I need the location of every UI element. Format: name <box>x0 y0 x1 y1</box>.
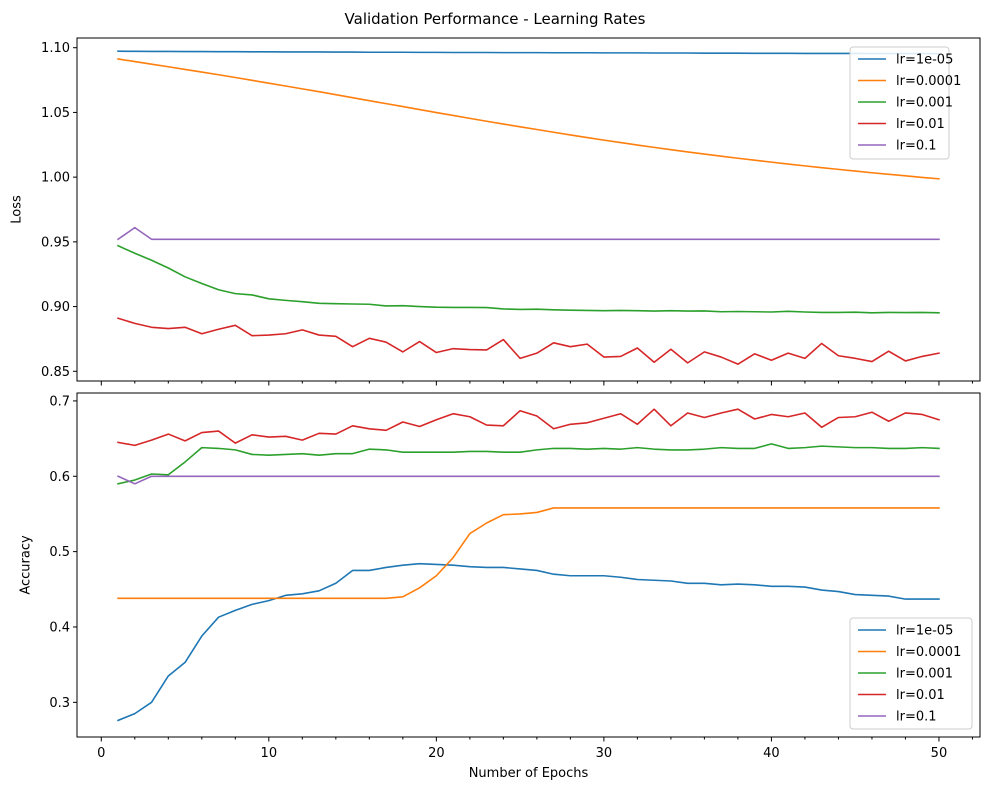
loss-axes-frame <box>76 37 981 382</box>
loss-legend-label: lr=0.001 <box>896 96 953 111</box>
loss-ytick-label: 1.00 <box>41 171 70 186</box>
accuracy-legend-label: lr=0.0001 <box>896 645 961 660</box>
accuracy-x-axis-label: Number of Epochs <box>469 766 589 781</box>
accuracy-ytick-label: 0.4 <box>49 620 70 635</box>
loss-series-lr-0-1 <box>116 226 940 241</box>
loss-series-lr-0-01 <box>117 317 940 365</box>
accuracy-series-lr-1e-05 <box>117 562 940 722</box>
accuracy-ytick-label: 0.6 <box>49 470 70 485</box>
accuracy-ticks: 0.3 0.4 0.5 0.6 0.7 0 10 20 30 40 50 <box>49 394 973 761</box>
figure-title: Validation Performance - Learning Rates <box>345 10 646 28</box>
loss-legend: lr=1e-05 lr=0.0001 lr=0.001 lr=0.01 lr=0.1 <box>849 46 961 160</box>
loss-legend-frame <box>849 46 950 160</box>
loss-series-lr-0-0001 <box>117 58 940 180</box>
accuracy-xtick-label: 30 <box>596 746 613 761</box>
accuracy-xtick-label: 20 <box>428 746 445 761</box>
loss-legend-label: lr=1e-05 <box>896 53 953 68</box>
accuracy-xtick-label: 50 <box>931 746 948 761</box>
loss-legend-label: lr=0.0001 <box>896 74 961 89</box>
accuracy-y-axis-label: Accuracy <box>19 535 34 595</box>
accuracy-series-lr-0-1 <box>116 475 940 485</box>
loss-legend-label: lr=0.01 <box>896 117 945 132</box>
accuracy-xtick-label: 10 <box>261 746 278 761</box>
loss-ytick-label: 0.95 <box>41 235 70 250</box>
accuracy-axes-frame <box>76 392 981 738</box>
accuracy-legend-label: lr=1e-05 <box>896 624 953 639</box>
accuracy-legend-label: lr=0.01 <box>896 688 945 703</box>
accuracy-series-lr-0-0001 <box>117 507 940 600</box>
loss-y-axis-label: Loss <box>10 195 25 224</box>
accuracy-series-lines <box>116 408 940 722</box>
accuracy-xtick-label: 0 <box>97 746 105 761</box>
loss-ytick-label: 1.05 <box>41 106 70 121</box>
accuracy-legend-frame <box>849 617 973 730</box>
accuracy-panel: 0.3 0.4 0.5 0.6 0.7 0 10 20 30 40 50 Accuracy Numb… <box>19 392 981 781</box>
loss-ticks: 0.85 0.90 0.95 1.00 1.05 1.10 <box>41 41 973 386</box>
accuracy-legend-label: lr=0.001 <box>896 667 953 682</box>
accuracy-ytick-label: 0.7 <box>49 394 70 409</box>
accuracy-ytick-label: 0.5 <box>49 545 70 560</box>
loss-series-lines <box>116 50 940 365</box>
accuracy-legend-label: lr=0.1 <box>896 710 937 725</box>
loss-panel: 0.850.900.951.001.051.10 Loss lr=1e-05lr… <box>10 37 981 386</box>
accuracy-series-lr-0-01 <box>117 408 940 447</box>
loss-legend-label: lr=0.1 <box>896 139 937 154</box>
loss-series-lr-0-001 <box>116 244 940 314</box>
loss-series-lr-1e-05 <box>117 50 940 55</box>
accuracy-series-lr-0-001 <box>117 443 940 485</box>
loss-ytick-label: 0.85 <box>41 365 70 380</box>
loss-ytick-label: 0.90 <box>41 300 70 315</box>
accuracy-xtick-label: 40 <box>763 746 780 761</box>
loss-ytick-label: 1.10 <box>41 41 70 56</box>
accuracy-ytick-label: 0.3 <box>49 696 70 711</box>
accuracy-legend: lr=1e-05 lr=0.0001 lr=0.001 lr=0.01 lr=0.1 <box>849 617 973 730</box>
